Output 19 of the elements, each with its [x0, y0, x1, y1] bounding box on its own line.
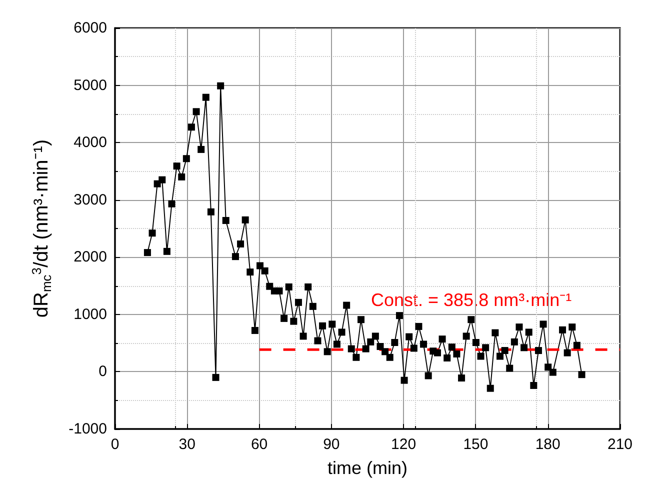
- x-tick-label: 30: [178, 436, 196, 453]
- y-axis-title: dRmc3/dt (nm³·min⁻¹): [29, 139, 54, 318]
- x-tick-label: 210: [607, 436, 633, 453]
- y-tick-label: 3000: [74, 191, 107, 208]
- y-tick-label: 1000: [74, 306, 107, 323]
- x-tick-label: 90: [323, 436, 340, 453]
- y-tick-label: 2000: [74, 248, 107, 266]
- x-tick-label: 150: [463, 436, 488, 453]
- x-axis-title: time (min): [328, 458, 408, 478]
- y-tick-label: 4000: [74, 134, 107, 152]
- y-tick-label: 0: [98, 363, 107, 380]
- x-tick-label: 60: [250, 436, 268, 453]
- x-tick-label: 180: [535, 436, 560, 453]
- y-tick-label: 5000: [74, 76, 107, 94]
- y-tick-label: -1000: [68, 420, 107, 438]
- annotation: Const. = 385.8 nm³·min⁻¹: [371, 290, 572, 310]
- x-tick-label: 120: [391, 436, 416, 453]
- x-tick-label: 0: [110, 436, 120, 453]
- y-tick-label: 6000: [74, 20, 107, 36]
